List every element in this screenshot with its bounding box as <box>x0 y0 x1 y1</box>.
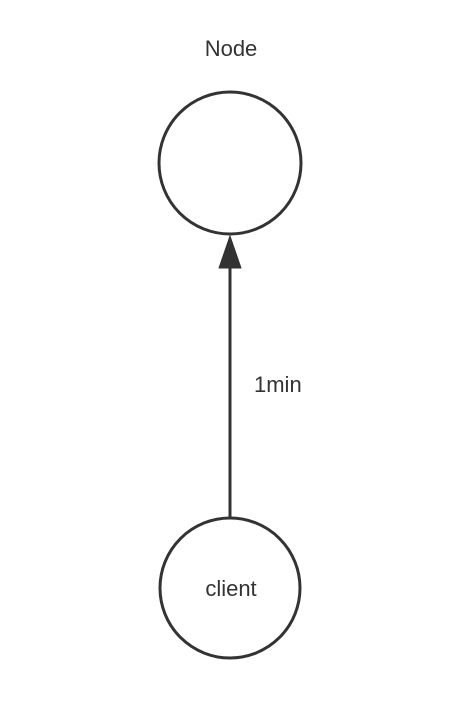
node-label: Node <box>204 36 258 61</box>
node-circle[interactable] <box>157 90 303 236</box>
client-label: client <box>205 576 257 601</box>
arrowhead-icon <box>218 235 242 269</box>
edge-label: 1min <box>254 372 302 397</box>
client-circle[interactable] <box>158 516 302 660</box>
